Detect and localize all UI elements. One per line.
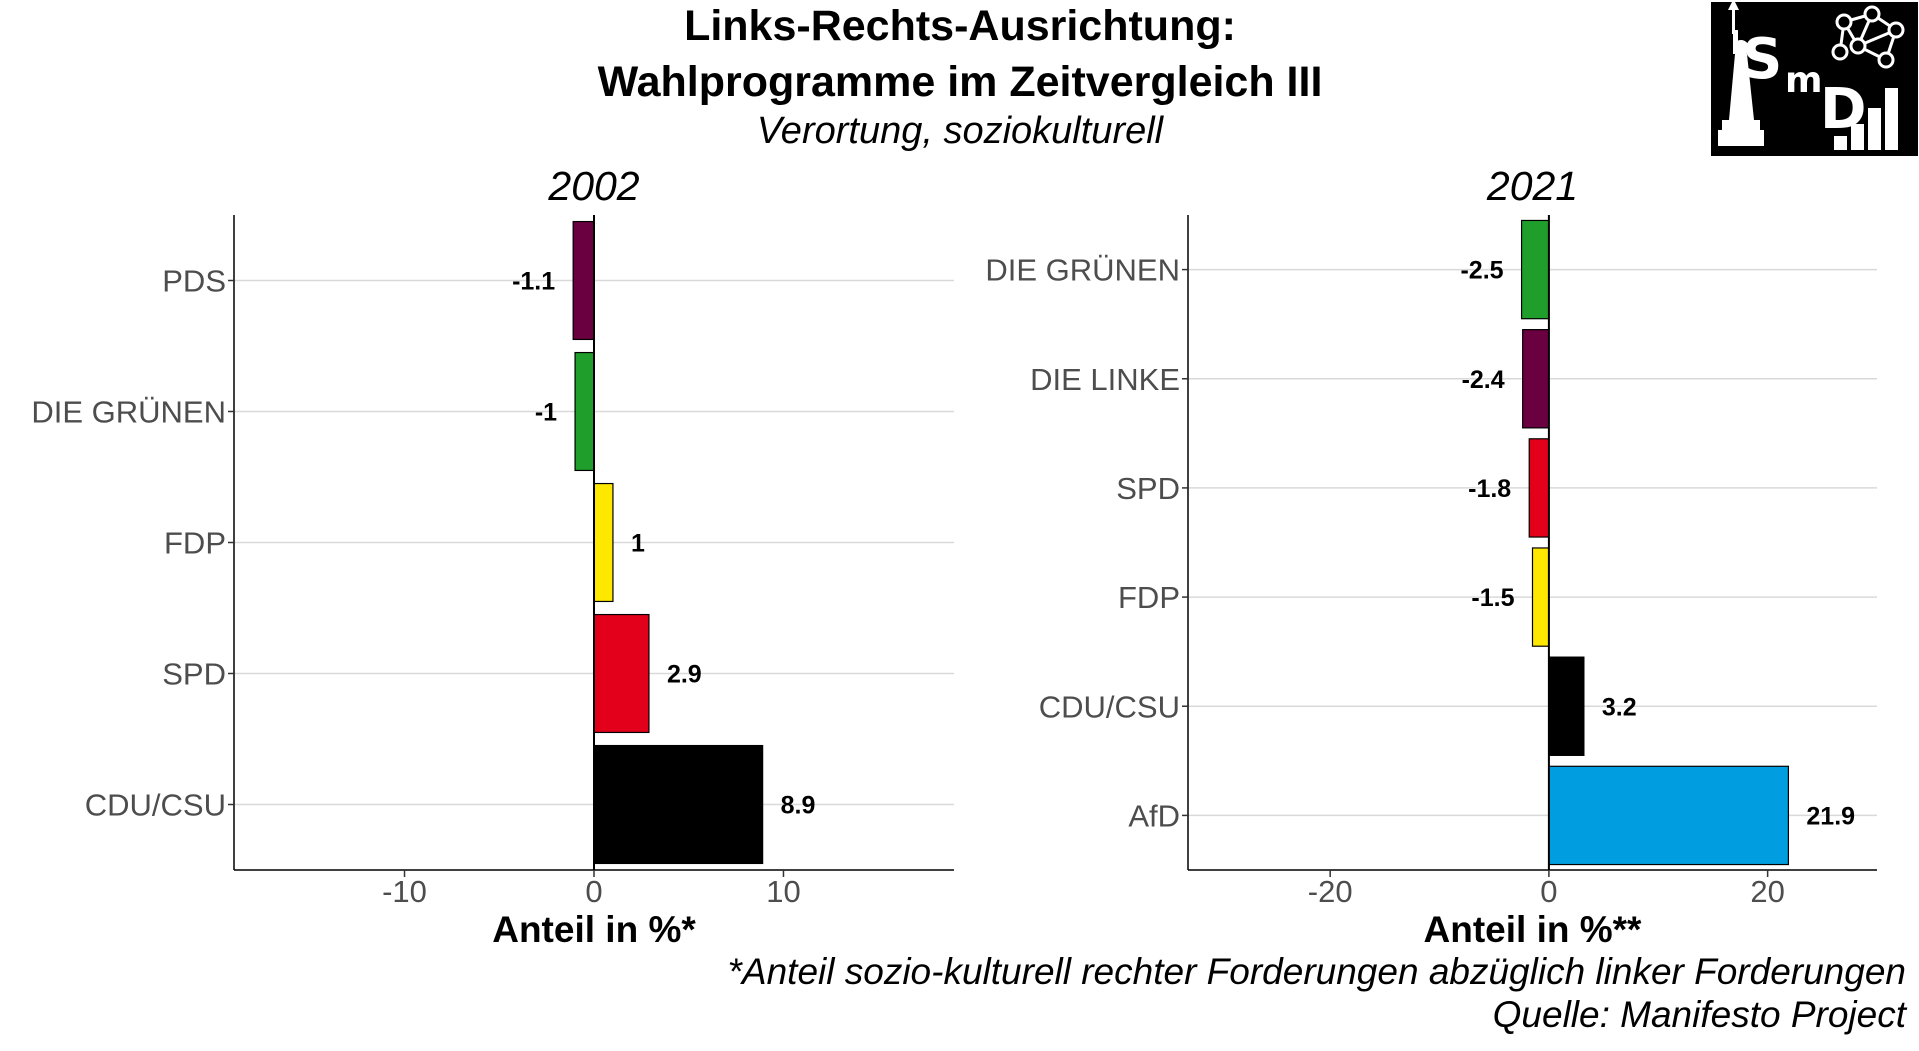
chart-subtitle: Verortung, soziokulturell [757, 110, 1165, 152]
x-tick-label: 0 [1540, 874, 1557, 909]
y-tick-label-fdp: FDP [164, 526, 226, 561]
y-tick-label-die-linke: DIE LINKE [1030, 362, 1180, 397]
bar-spd [593, 613, 650, 734]
y-tick-label-cdu-csu: CDU/CSU [1039, 689, 1180, 724]
data-label-cdu-csu: 3.2 [1602, 693, 1637, 721]
logo-letter-m: m [1785, 60, 1823, 101]
data-label-die-gruenen: -1 [535, 399, 557, 427]
bar-die-gruenen [1520, 219, 1550, 320]
x-tick-label: 20 [1750, 874, 1784, 909]
data-label-fdp: 1 [631, 530, 645, 558]
chart-title-line1: Links-Rechts-Ausrichtung: [684, 2, 1236, 50]
panel-title: 2021 [1486, 163, 1578, 209]
bar-die-gruenen [574, 351, 595, 472]
bar-die-linke [1522, 329, 1550, 429]
x-tick-label: 10 [766, 874, 800, 909]
bar-spd [1528, 438, 1550, 538]
bar-cdu-csu [1548, 656, 1585, 756]
x-axis-label: Anteil in %* [492, 909, 696, 950]
data-label-spd: 2.9 [667, 661, 702, 689]
smd-logo: S m D [1711, 2, 1918, 156]
x-tick-label: -10 [382, 874, 427, 909]
y-tick-label-spd: SPD [162, 657, 226, 692]
y-tick-label-spd: SPD [1116, 471, 1180, 506]
source-note: Quelle: Manifesto Project [1493, 994, 1908, 1035]
data-label-fdp: -1.5 [1471, 584, 1514, 612]
panel-2021: 2021 DIE GRÜNEN DIE LINKE SPD FDP CDU/CSU AfD -… [985, 163, 1877, 950]
data-label-cdu-csu: 8.9 [781, 792, 816, 820]
network-icon [1831, 5, 1905, 69]
bar-cdu-csu [593, 744, 764, 865]
bar-afd [1548, 765, 1790, 866]
logo-letter-s: S [1742, 27, 1782, 92]
bar-steps-icon [1834, 88, 1898, 150]
chart-title-line2: Wahlprogramme im Zeitvergleich III [598, 58, 1323, 106]
y-tick-label-cdu-csu: CDU/CSU [85, 788, 226, 823]
bar-pds [572, 220, 595, 341]
panel-2002: 2002 PDS DIE GRÜNEN FDP SPD CDU/CSU -1.1 -1 1 2.9… [31, 163, 954, 950]
panel-title: 2002 [547, 163, 639, 209]
y-tick-label-pds: PDS [162, 264, 226, 299]
x-tick-label: -20 [1308, 874, 1353, 909]
data-label-pds: -1.1 [512, 268, 555, 296]
y-tick-label-die-gruenen: DIE GRÜNEN [31, 395, 226, 430]
data-label-die-gruenen: -2.5 [1460, 257, 1503, 285]
x-axis-label: Anteil in %** [1424, 909, 1643, 950]
x-tick-label: 0 [585, 874, 602, 909]
statue-of-liberty-icon [1718, 2, 1764, 146]
bar-fdp [1531, 547, 1550, 647]
data-label-spd: -1.8 [1468, 475, 1511, 503]
y-tick-label-die-gruenen: DIE GRÜNEN [985, 253, 1180, 288]
footnote: *Anteil sozio-kulturell rechter Forderun… [728, 951, 1906, 992]
data-label-die-linke: -2.4 [1462, 366, 1505, 394]
data-label-afd: 21.9 [1806, 802, 1855, 830]
y-tick-label-afd: AfD [1128, 798, 1180, 833]
bar-fdp [593, 482, 614, 603]
y-tick-label-fdp: FDP [1118, 580, 1180, 615]
